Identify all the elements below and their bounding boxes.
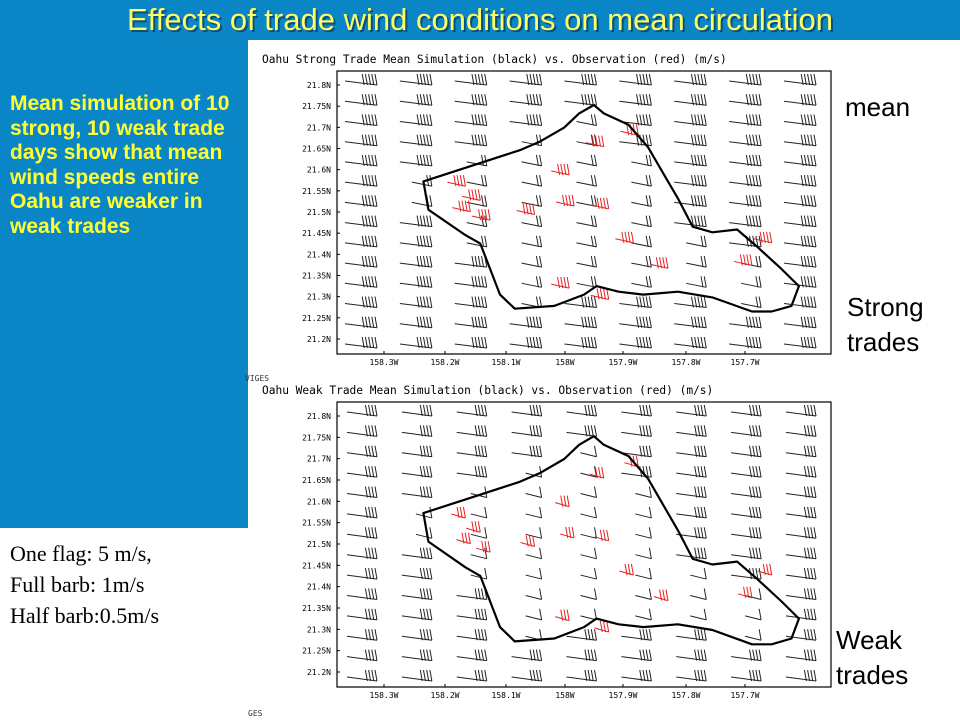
lat-tick-label: 21.6N [307,497,331,506]
lat-tick-label: 21.25N [302,647,331,656]
map-title: Oahu Weak Trade Mean Simulation (black) … [262,384,713,397]
lat-tick-label: 21.6N [307,166,331,175]
lon-tick-label: 157.9W [609,358,638,367]
lat-tick-label: 21.8N [307,412,331,421]
corner-label: GES [248,709,263,718]
summary-panel [0,40,248,528]
lat-tick-label: 21.25N [302,314,331,323]
lat-tick-label: 21.5N [307,540,331,549]
lon-tick-label: 157.9W [609,691,638,700]
barb-legend: One flag: 5 m/s, Full barb: 1m/s Half ba… [10,538,159,631]
map-frame [336,401,832,688]
lat-tick-label: 21.65N [302,145,331,154]
lat-axis: 21.8N 21.75N 21.7N 21.65N 21.6N 21.55N 21.5N 21… [302,412,340,677]
map-title: Oahu Strong Trade Mean Simulation (black… [262,53,727,66]
corner-label: VIGES [245,374,269,383]
lat-tick-label: 21.75N [302,433,331,442]
lat-tick-label: 21.45N [302,229,331,238]
legend-flag: One flag: 5 m/s, [10,541,152,566]
observed-wind-barbs [447,124,773,300]
lat-tick-label: 21.4N [307,250,331,259]
lon-tick-label: 158.3W [370,358,399,367]
lat-tick-label: 21.8N [307,81,331,90]
lat-tick-label: 21.3N [307,293,331,302]
simulated-wind-barbs [344,73,817,349]
lat-tick-label: 21.55N [302,187,331,196]
legend-full-barb: Full barb: 1m/s [10,572,145,597]
lat-tick-label: 21.4N [307,583,331,592]
map-frame [336,70,832,355]
weak-trade-map: Oahu Weak Trade Mean Simulation (black) … [248,384,832,718]
lon-tick-label: 158.2W [431,691,460,700]
lat-tick-label: 21.65N [302,476,331,485]
lon-tick-label: 158.1W [492,358,521,367]
lat-tick-label: 21.35N [302,272,331,281]
title-banner [0,0,960,40]
lon-tick-label: 157.8W [672,358,701,367]
observed-wind-barbs [451,455,773,633]
lat-tick-label: 21.2N [307,335,331,344]
lat-axis: 21.8N 21.75N 21.7N 21.65N 21.6N 21.55N 21.5N 21… [302,81,340,344]
lat-tick-label: 21.75N [302,102,331,111]
legend-half-barb: Half barb:0.5m/s [10,603,160,628]
lon-tick-label: 157.7W [731,691,760,700]
lat-tick-label: 21.7N [307,455,331,464]
lat-tick-label: 21.7N [307,123,331,132]
lat-tick-label: 21.5N [307,208,331,217]
lat-tick-label: 21.45N [302,561,331,570]
lat-tick-label: 21.35N [302,604,331,613]
oahu-coastline [422,435,800,646]
lon-tick-label: 157.8W [672,691,701,700]
lat-tick-label: 21.3N [307,625,331,634]
lon-tick-label: 158W [555,691,574,700]
lon-tick-label: 158.3W [370,691,399,700]
label-mean: mean [845,92,911,122]
simulated-wind-barbs [346,404,817,682]
strong-trade-map: Oahu Strong Trade Mean Simulation (black… [245,53,832,383]
oahu-coastline [422,103,800,313]
lon-tick-label: 158.1W [492,691,521,700]
slide-title: Effects of trade wind conditions on mean… [127,2,833,37]
lon-tick-label: 157.7W [731,358,760,367]
summary-text: Mean simulation of 10 strong, 10 weak tr… [10,92,230,238]
label-strong-trades: Strong trades [847,292,924,357]
lon-tick-label: 158.2W [431,358,460,367]
lon-tick-label: 158W [555,358,574,367]
lat-tick-label: 21.55N [302,519,331,528]
lat-tick-label: 21.2N [307,668,331,677]
label-weak-trades: Weak trades [836,625,909,690]
